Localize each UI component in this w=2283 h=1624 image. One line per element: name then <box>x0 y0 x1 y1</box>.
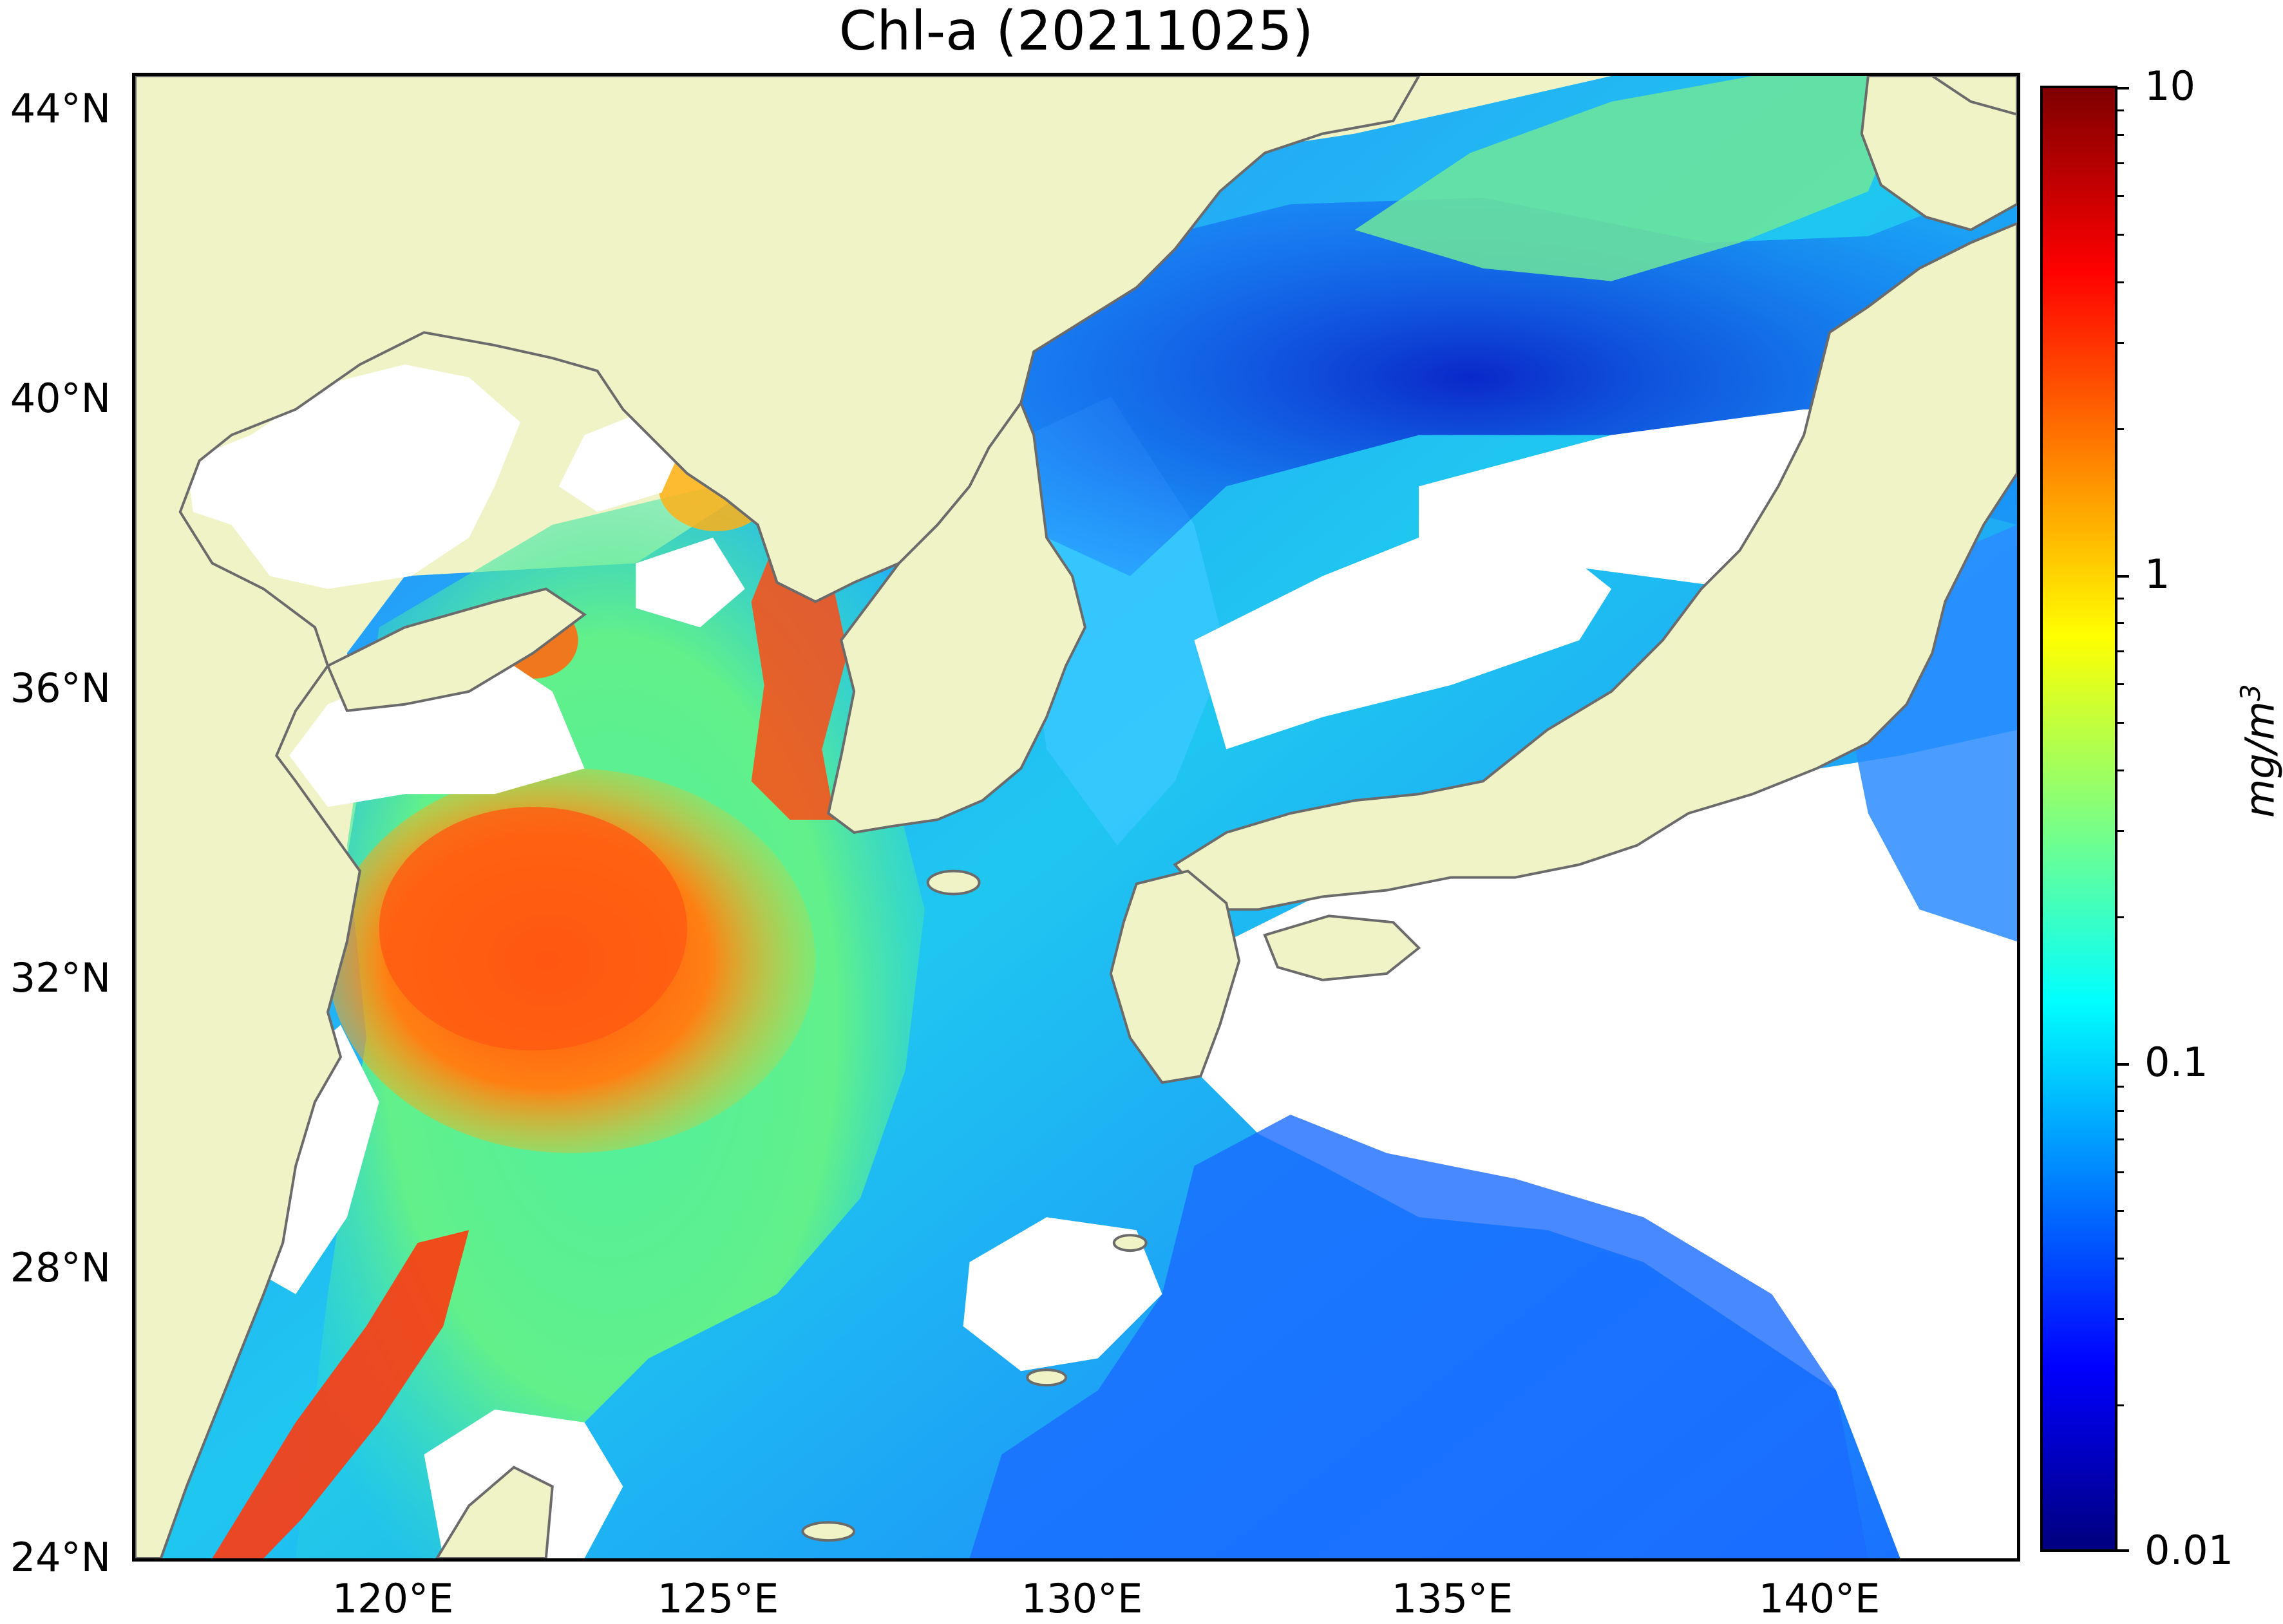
lon-label-130e: 130°E <box>1021 1575 1143 1622</box>
colorbar-minor-tick <box>2117 622 2124 624</box>
colorbar-tick-1: 1 <box>2145 551 2170 598</box>
colorbar-minor-tick <box>2117 830 2124 832</box>
colorbar-tick-0-1: 0.1 <box>2145 1039 2208 1086</box>
colorbar-minor-tick <box>2117 342 2124 344</box>
unit-base: mg/m <box>2236 701 2283 818</box>
lon-label-140e: 140°E <box>1758 1575 1880 1622</box>
land-tanegashima <box>1112 1234 1148 1252</box>
lat-label-28n: 28°N <box>10 1244 111 1291</box>
land-sakhalin <box>1929 76 2017 116</box>
cloud-bohai <box>186 364 520 589</box>
land-hokkaido <box>1860 76 2017 232</box>
lon-label-125e: 125°E <box>657 1575 779 1622</box>
map-title: Chl-a (20211025) <box>838 0 1314 62</box>
colorbar-tick-10: 10 <box>2145 62 2195 109</box>
colorbar-minor-tick <box>2117 683 2124 685</box>
chlorophyll-map <box>135 76 2017 1558</box>
lat-label-40n: 40°N <box>10 375 111 422</box>
land-korea <box>827 400 1087 835</box>
cloud-kyushu-south <box>963 1217 1162 1372</box>
east-sea-deep-region <box>924 178 2017 576</box>
colorbar-minor-tick <box>2117 195 2124 197</box>
colorbar-minor-tick <box>2117 770 2124 771</box>
lon-label-120e: 120°E <box>332 1575 454 1622</box>
land-kyushu <box>1109 869 1241 1084</box>
colorbar-minor-tick <box>2117 598 2124 600</box>
colorbar-minor-tick <box>2117 916 2124 918</box>
colorbar-minor-tick <box>2117 650 2124 652</box>
colorbar <box>2040 86 2117 1552</box>
colorbar-minor-tick <box>2117 134 2124 136</box>
colorbar-minor-tick <box>2117 1086 2124 1088</box>
land-shikoku <box>1263 914 1421 981</box>
colorbar-major-tick <box>2117 575 2129 578</box>
colorbar-tick-0-01: 0.01 <box>2145 1527 2234 1574</box>
china-southeast-coast-high-chl <box>212 1230 469 1558</box>
pacific-blue-patch <box>969 1114 1868 1558</box>
korea-west-coast-high-chl <box>751 537 848 820</box>
colorbar-major-tick <box>2117 1549 2129 1552</box>
colorbar-major-tick <box>2117 1063 2129 1066</box>
lon-label-135e: 135°E <box>1391 1575 1513 1622</box>
lat-label-24n: 24°N <box>10 1534 111 1581</box>
colorbar-minor-tick <box>2117 722 2124 724</box>
primorye-coastal-band <box>1354 76 1900 281</box>
colorbar-unit-label: mg/m3 <box>2235 684 2283 818</box>
land-taiwan <box>435 1466 554 1558</box>
yangtze-plume-core <box>379 807 688 1051</box>
colorbar-minor-tick <box>2117 1171 2124 1173</box>
land-china <box>135 76 1421 1558</box>
colorbar-minor-tick <box>2117 1258 2124 1260</box>
map-panel[interactable] <box>132 73 2020 1562</box>
land <box>135 76 2017 1558</box>
colorbar-minor-tick <box>2117 281 2124 283</box>
lat-label-44n: 44°N <box>10 85 111 132</box>
colorbar-major-tick <box>2117 87 2129 90</box>
unit-exponent: 3 <box>2235 684 2266 701</box>
colorbar-minor-tick <box>2117 428 2124 430</box>
colorbar-minor-tick <box>2117 162 2124 164</box>
land-okinawa <box>801 1521 856 1542</box>
land-jeju <box>926 869 981 896</box>
colorbar-minor-tick <box>2117 1110 2124 1112</box>
land-honshu <box>1173 222 2017 911</box>
cloud-japan-sea-south <box>1194 524 1612 750</box>
colorbar-minor-tick <box>2117 109 2124 111</box>
colorbar-minor-tick <box>2117 1404 2124 1406</box>
colorbar-minor-tick <box>2117 1210 2124 1212</box>
colorbar-minor-tick <box>2117 1318 2124 1320</box>
land-shandong <box>326 587 587 712</box>
lat-label-32n: 32°N <box>10 954 111 1001</box>
land-amami <box>1026 1368 1068 1387</box>
colorbar-minor-tick <box>2117 234 2124 236</box>
colorbar-minor-tick <box>2117 1138 2124 1140</box>
lat-label-36n: 36°N <box>10 665 111 712</box>
cloud-yellow-sea <box>636 537 745 628</box>
